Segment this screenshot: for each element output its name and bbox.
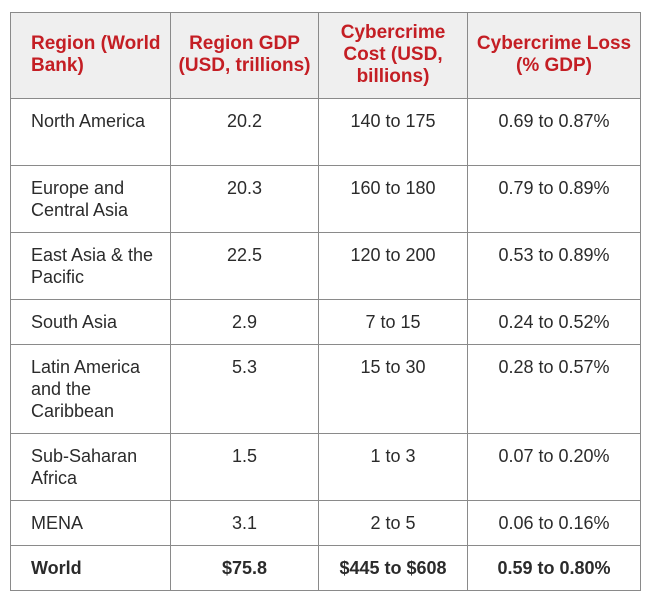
cybercrime-cost-table: Region (World Bank) Region GDP (USD, tri… [10, 12, 641, 591]
region-cell: Europe and Central Asia [10, 165, 171, 233]
region-cell: MENA [10, 500, 171, 546]
gdp-cell: 22.5 [170, 232, 319, 300]
total-region-cell: World [10, 545, 171, 591]
table-row: Sub-Saharan Africa 1.5 1 to 3 0.07 to 0.… [10, 433, 641, 501]
total-loss-cell: 0.59 to 0.80% [467, 545, 641, 591]
region-cell: South Asia [10, 299, 171, 345]
region-cell: Latin America and the Caribbean [10, 344, 171, 434]
loss-cell: 0.24 to 0.52% [467, 299, 641, 345]
loss-cell: 0.07 to 0.20% [467, 433, 641, 501]
gdp-cell: 1.5 [170, 433, 319, 501]
cost-cell: 1 to 3 [318, 433, 468, 501]
cost-cell: 15 to 30 [318, 344, 468, 434]
table-container: Region (World Bank) Region GDP (USD, tri… [10, 12, 641, 591]
table-row: North America 20.2 140 to 175 0.69 to 0.… [10, 98, 641, 166]
cost-cell: 120 to 200 [318, 232, 468, 300]
header-cost: Cybercrime Cost (USD, billions) [318, 12, 468, 99]
total-cost-cell: $445 to $608 [318, 545, 468, 591]
loss-cell: 0.53 to 0.89% [467, 232, 641, 300]
cost-cell: 140 to 175 [318, 98, 468, 166]
table-row: South Asia 2.9 7 to 15 0.24 to 0.52% [10, 299, 641, 345]
table-row: Latin America and the Caribbean 5.3 15 t… [10, 344, 641, 434]
cost-cell: 160 to 180 [318, 165, 468, 233]
region-cell: Sub-Saharan Africa [10, 433, 171, 501]
loss-cell: 0.28 to 0.57% [467, 344, 641, 434]
total-gdp-cell: $75.8 [170, 545, 319, 591]
loss-cell: 0.06 to 0.16% [467, 500, 641, 546]
cost-cell: 2 to 5 [318, 500, 468, 546]
header-loss: Cybercrime Loss (% GDP) [467, 12, 641, 99]
loss-cell: 0.79 to 0.89% [467, 165, 641, 233]
gdp-cell: 5.3 [170, 344, 319, 434]
gdp-cell: 20.2 [170, 98, 319, 166]
loss-cell: 0.69 to 0.87% [467, 98, 641, 166]
header-gdp: Region GDP (USD, trillions) [170, 12, 319, 99]
header-row: Region (World Bank) Region GDP (USD, tri… [10, 12, 641, 99]
region-cell: North America [10, 98, 171, 166]
gdp-cell: 2.9 [170, 299, 319, 345]
cost-cell: 7 to 15 [318, 299, 468, 345]
table-row: MENA 3.1 2 to 5 0.06 to 0.16% [10, 500, 641, 546]
region-cell: East Asia & the Pacific [10, 232, 171, 300]
gdp-cell: 3.1 [170, 500, 319, 546]
gdp-cell: 20.3 [170, 165, 319, 233]
total-row: World $75.8 $445 to $608 0.59 to 0.80% [10, 545, 641, 591]
table-row: East Asia & the Pacific 22.5 120 to 200 … [10, 232, 641, 300]
header-region: Region (World Bank) [10, 12, 171, 99]
table-row: Europe and Central Asia 20.3 160 to 180 … [10, 165, 641, 233]
